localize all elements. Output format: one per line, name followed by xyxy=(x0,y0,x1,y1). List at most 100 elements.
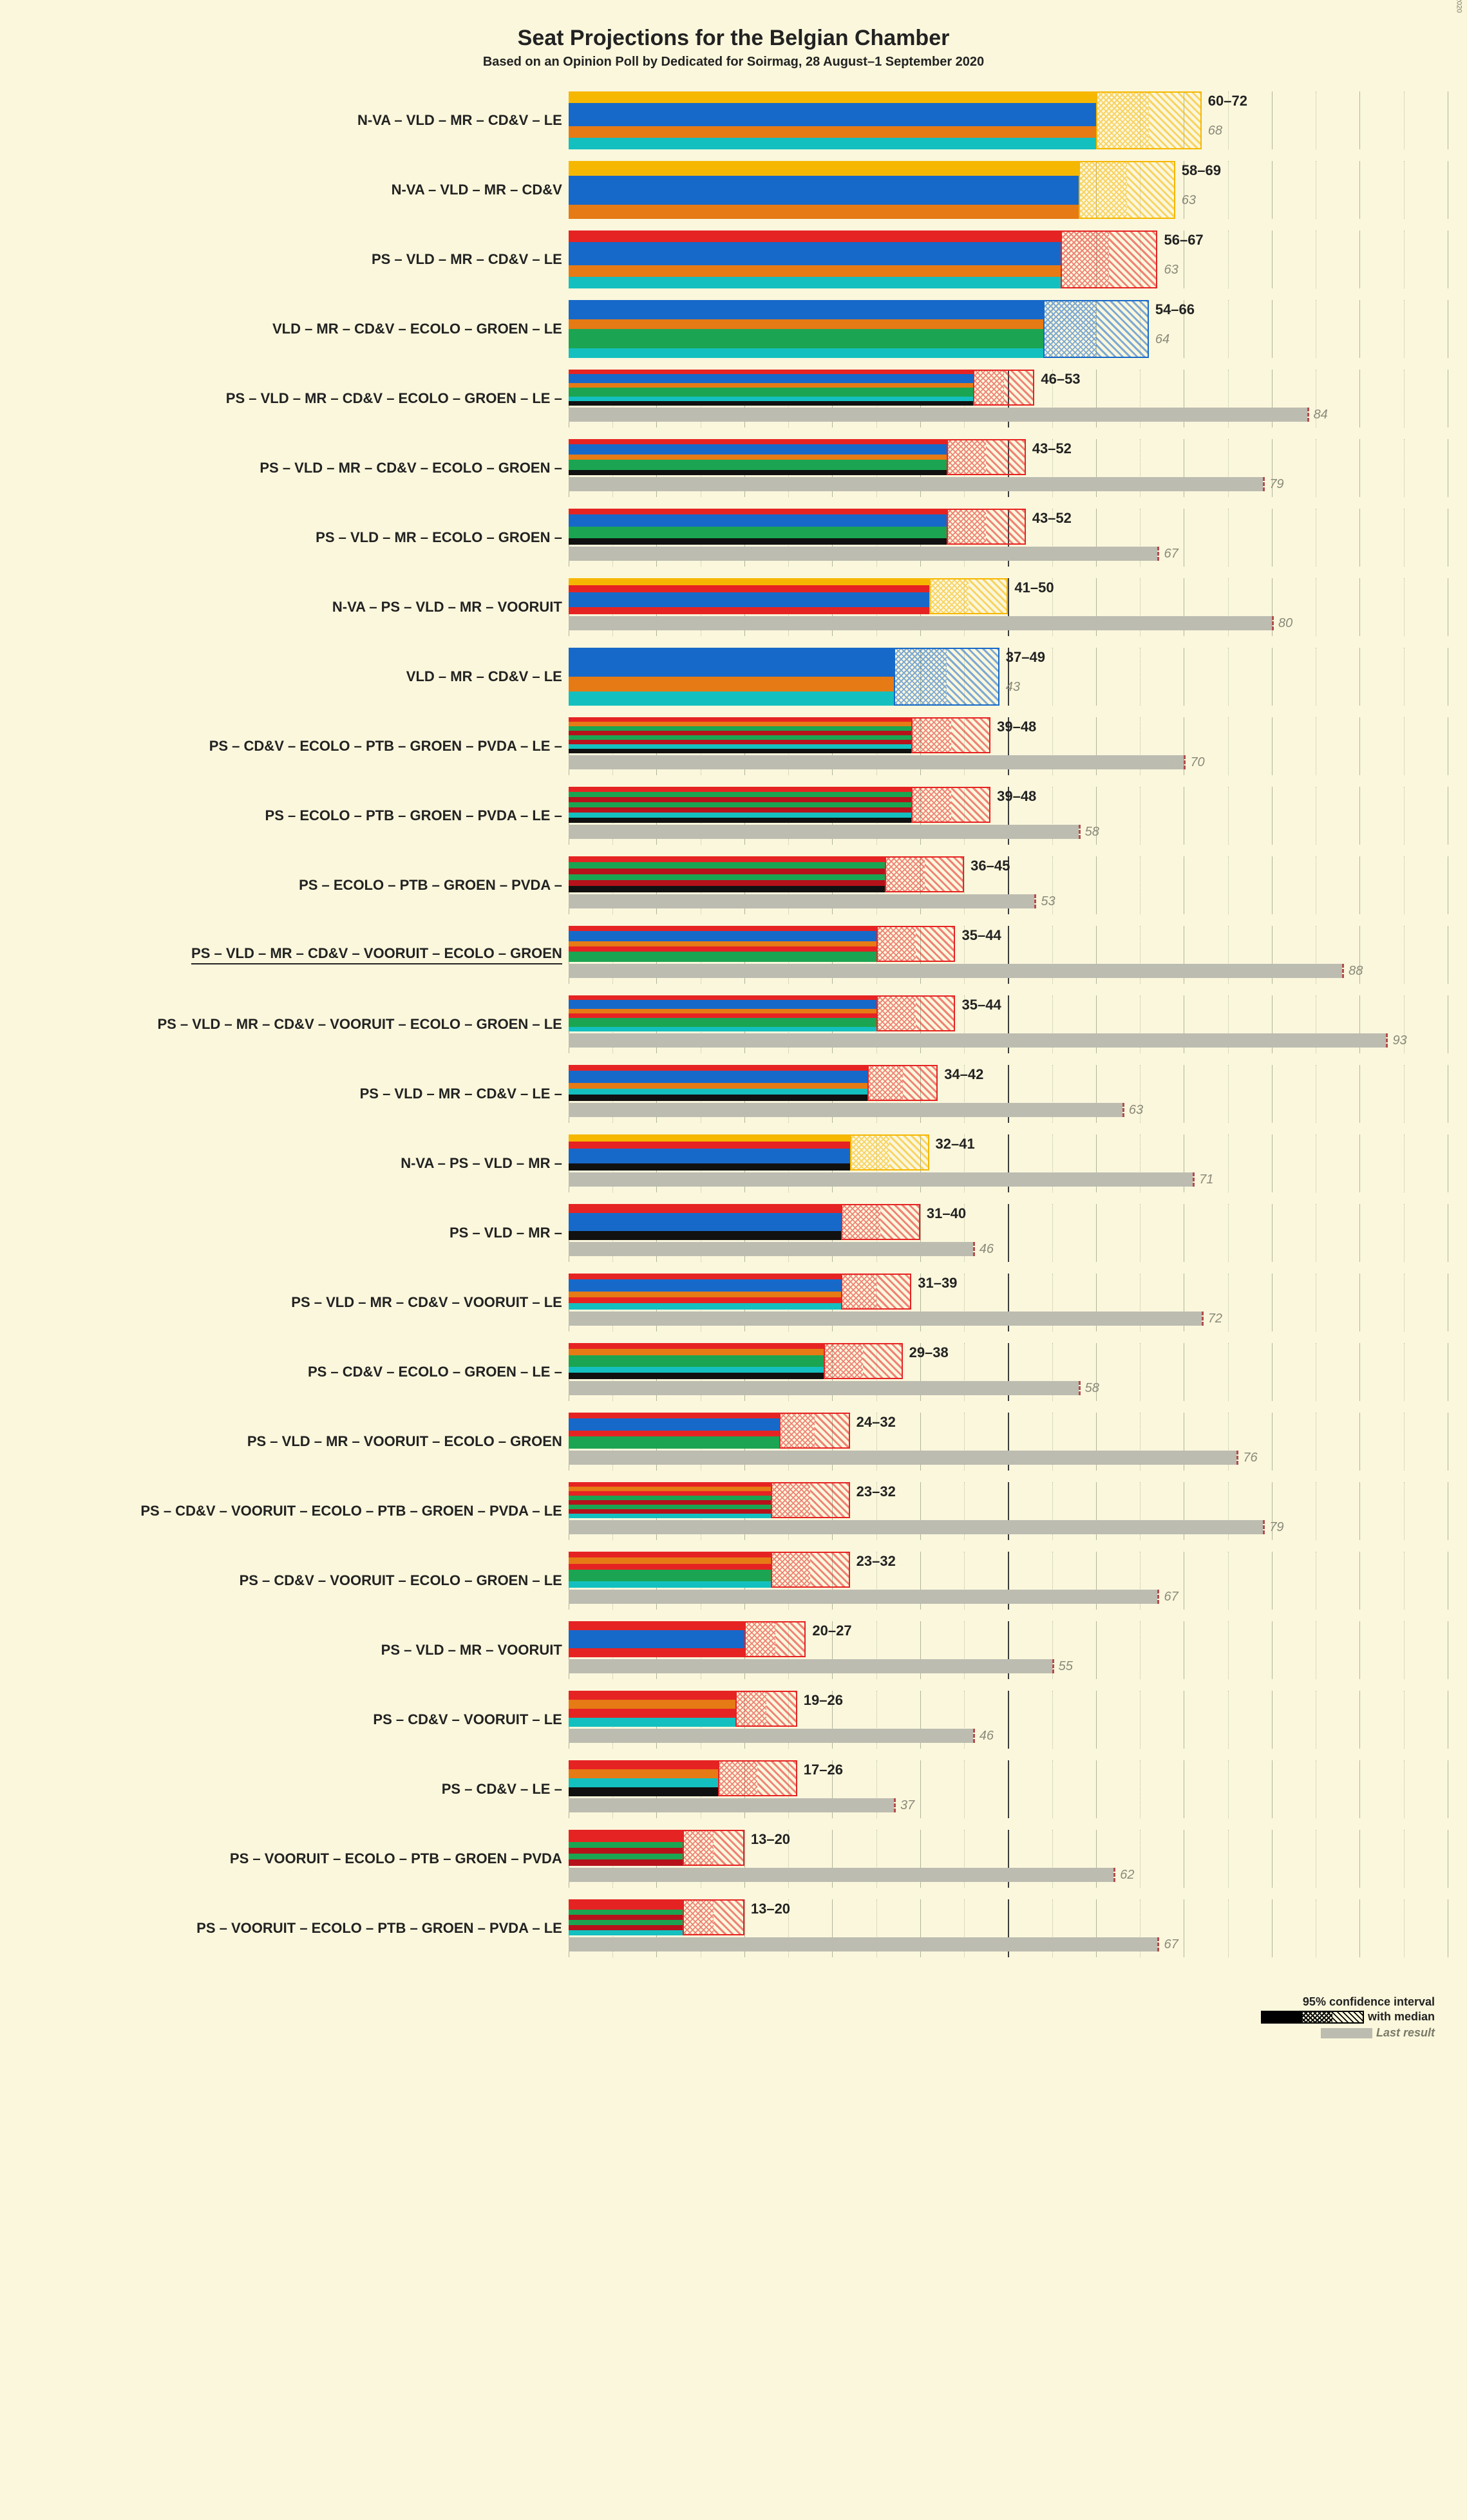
party-stripe xyxy=(569,1355,824,1361)
party-stripe xyxy=(569,444,947,449)
party-stripe xyxy=(569,339,1043,348)
median-value: 68 xyxy=(1208,124,1222,138)
ci-range-text: 41–50 xyxy=(1014,579,1054,596)
party-stripe xyxy=(569,1442,780,1448)
ci-box xyxy=(1096,91,1202,149)
party-stripe xyxy=(569,397,973,401)
party-stripe xyxy=(569,941,876,946)
party-stripe xyxy=(569,527,947,532)
party-stripe xyxy=(569,717,911,722)
party-stripe xyxy=(569,787,911,792)
party-stripe xyxy=(569,1418,780,1424)
last-result-value: 58 xyxy=(1085,825,1099,840)
ci-range-text: 35–44 xyxy=(962,997,1001,1013)
party-stripe xyxy=(569,1089,867,1095)
last-result-value: 88 xyxy=(1349,964,1363,979)
party-stripes xyxy=(569,1204,841,1240)
coalition-label: VLD – MR – CD&V – LE xyxy=(19,648,569,706)
party-stripe xyxy=(569,886,885,892)
party-stripes xyxy=(569,300,1043,358)
last-result-value: 53 xyxy=(1041,894,1055,909)
ci-range-text: 31–40 xyxy=(927,1205,966,1222)
coalition-row: VLD – MR – CD&V – LE 37–49 43 xyxy=(19,648,1448,706)
party-stripe xyxy=(569,103,1096,115)
coalition-row: PS – VLD – MR – CD&V – VOORUIT – LE 31–3… xyxy=(19,1274,1448,1331)
party-stripe xyxy=(569,585,929,592)
party-stripe xyxy=(569,1581,771,1587)
party-stripes xyxy=(569,370,973,406)
coalition-label: PS – CD&V – VOORUIT – ECOLO – GROEN – LE xyxy=(19,1552,569,1610)
coalition-row: N-VA – PS – VLD – MR – 32–41 71 xyxy=(19,1134,1448,1192)
party-stripe xyxy=(569,926,876,931)
ci-range-text: 35–44 xyxy=(962,927,1001,944)
coalition-row: N-VA – VLD – MR – CD&V 58–69 63 xyxy=(19,161,1448,219)
coalition-row: PS – CD&V – VOORUIT – ECOLO – GROEN – LE… xyxy=(19,1552,1448,1610)
party-stripes xyxy=(569,717,911,753)
party-stripe xyxy=(569,1505,771,1509)
last-result-tick xyxy=(1113,1868,1115,1882)
ci-box xyxy=(771,1482,850,1518)
party-stripe xyxy=(569,1778,718,1787)
party-stripe xyxy=(569,731,911,735)
party-stripe xyxy=(569,1204,841,1213)
last-result-bar xyxy=(569,1729,973,1743)
ci-box xyxy=(929,578,1008,614)
party-stripe xyxy=(569,735,911,740)
party-stripes xyxy=(569,1482,771,1518)
coalition-label: PS – CD&V – VOORUIT – LE xyxy=(19,1691,569,1749)
ci-box xyxy=(885,856,964,892)
ci-range-text: 32–41 xyxy=(936,1136,975,1152)
party-stripe xyxy=(569,1279,841,1285)
party-stripe xyxy=(569,1343,824,1349)
chart-subtitle: Based on an Opinion Poll by Dedicated fo… xyxy=(19,55,1448,70)
party-stripe xyxy=(569,374,973,379)
party-stripes xyxy=(569,995,876,1031)
party-stripe xyxy=(569,802,911,807)
ci-range-text: 54–66 xyxy=(1155,301,1195,318)
party-stripe xyxy=(569,1095,867,1100)
party-stripe xyxy=(569,460,947,465)
last-result-value: 58 xyxy=(1085,1381,1099,1396)
party-stripe xyxy=(569,1004,876,1009)
coalition-row: N-VA – PS – VLD – MR – VOORUIT 41–50 80 xyxy=(19,578,1448,636)
party-stripe xyxy=(569,230,1061,242)
plot-cell: 23–32 79 xyxy=(569,1482,1448,1540)
party-stripe xyxy=(569,1709,735,1718)
coalition-row: PS – VLD – MR – CD&V – VOORUIT – ECOLO –… xyxy=(19,995,1448,1053)
coalition-row: PS – VLD – MR – CD&V – LE – 34–42 63 xyxy=(19,1065,1448,1123)
coalition-label: N-VA – PS – VLD – MR – VOORUIT xyxy=(19,578,569,636)
party-stripe xyxy=(569,439,947,444)
plot-cell: 35–44 93 xyxy=(569,995,1448,1053)
party-stripes xyxy=(569,1343,824,1379)
party-stripe xyxy=(569,807,911,813)
party-stripe xyxy=(569,1077,867,1083)
party-stripe xyxy=(569,388,973,392)
party-stripe xyxy=(569,1859,683,1865)
last-result-value: 71 xyxy=(1199,1172,1213,1187)
last-result-tick xyxy=(1307,408,1309,422)
party-stripe xyxy=(569,1297,841,1303)
party-stripe xyxy=(569,1000,876,1004)
coalition-label: PS – ECOLO – PTB – GROEN – PVDA – LE – xyxy=(19,787,569,845)
coalition-row: PS – ECOLO – PTB – GROEN – PVDA – LE – 3… xyxy=(19,787,1448,845)
party-stripes xyxy=(569,230,1061,288)
last-result-value: 63 xyxy=(1129,1103,1143,1118)
party-stripe xyxy=(569,254,1061,265)
party-stripe xyxy=(569,1691,735,1700)
ci-box xyxy=(841,1274,911,1310)
last-result-tick xyxy=(1122,1103,1124,1117)
coalition-label: PS – VLD – MR – ECOLO – GROEN – xyxy=(19,509,569,567)
party-stripe xyxy=(569,1027,876,1031)
ci-box xyxy=(973,370,1035,406)
party-stripe xyxy=(569,691,894,706)
last-result-value: 67 xyxy=(1164,547,1178,561)
plot-cell: 31–39 72 xyxy=(569,1274,1448,1331)
party-stripe xyxy=(569,599,929,606)
party-stripe xyxy=(569,348,1043,358)
plot-cell: 43–52 67 xyxy=(569,509,1448,567)
party-stripes xyxy=(569,1552,771,1588)
party-stripe xyxy=(569,1222,841,1231)
party-stripe xyxy=(569,1925,683,1930)
last-result-bar xyxy=(569,1798,894,1812)
last-result-tick xyxy=(1157,1937,1159,1951)
